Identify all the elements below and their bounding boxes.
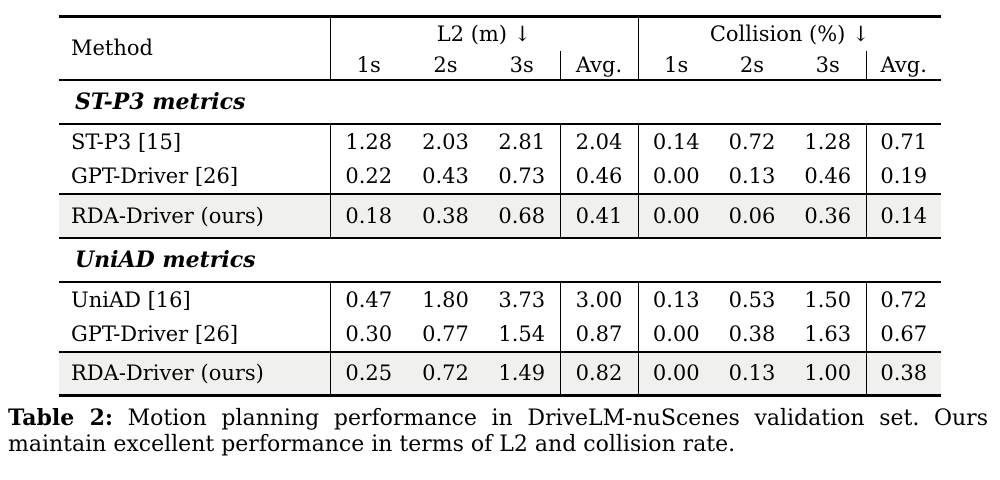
motion-planning-results-table: Method L2 (m) ↓ Collision (%) ↓ 1s 2s 3s… bbox=[59, 15, 941, 397]
subheader-col-2s: 2s bbox=[739, 52, 765, 77]
value-cell-l2-2s: 0.38 bbox=[407, 193, 484, 238]
value-cell-col-avg: 0.72 bbox=[865, 281, 941, 317]
subheader-col-1s: 1s bbox=[637, 50, 714, 80]
table-caption: Table 2: Motion planning performance in … bbox=[8, 405, 988, 458]
value-cell-col-avg: 0.71 bbox=[865, 123, 941, 159]
value-cell-l2-3s: 3.73 bbox=[498, 287, 546, 312]
value-cell-col-avg: 0.38 bbox=[865, 351, 941, 396]
value-cell-l2-3s: 1.49 bbox=[484, 351, 560, 396]
caption-label: Table 2: bbox=[8, 405, 113, 431]
method-cell: GPT-Driver [26] bbox=[71, 163, 239, 188]
results-table-container: Method L2 (m) ↓ Collision (%) ↓ 1s 2s 3s… bbox=[59, 15, 941, 397]
value-cell-l2-2s: 0.43 bbox=[422, 163, 469, 188]
method-cell: RDA-Driver (ours) bbox=[59, 351, 330, 396]
value-cell-l2-1s: 0.47 bbox=[329, 281, 407, 317]
value-cell-l2-3s: 1.54 bbox=[498, 321, 546, 346]
method-cell: RDA-Driver (ours) bbox=[59, 193, 330, 238]
table-row-rda-driver-uniad: RDA-Driver (ours) 0.25 0.72 1.49 0.82 0.… bbox=[59, 351, 941, 396]
value-cell-l2-avg: 3.00 bbox=[559, 281, 638, 317]
value-cell-l2-1s: 0.18 bbox=[329, 193, 407, 238]
caption-line-2: maintain excellent performance in terms … bbox=[8, 432, 736, 457]
value-cell-col-2s: 0.38 bbox=[728, 321, 776, 346]
value-cell-l2-3s: 2.81 bbox=[498, 129, 546, 154]
method-cell: GPT-Driver [26] bbox=[71, 321, 239, 346]
value-cell-col-2s: 0.72 bbox=[728, 129, 776, 154]
subheader-l2-1s: 1s bbox=[329, 50, 407, 80]
value-cell-col-avg: 0.14 bbox=[865, 193, 941, 238]
value-cell-col-1s: 0.13 bbox=[637, 281, 714, 317]
value-cell-l2-avg: 0.82 bbox=[559, 351, 638, 396]
value-cell-l2-1s: 0.30 bbox=[329, 316, 407, 352]
caption-line-1: Table 2: Motion planning performance in … bbox=[8, 405, 988, 432]
header-group-row: Method L2 (m) ↓ Collision (%) ↓ bbox=[59, 16, 941, 60]
caption-text-line1: Motion planning performance in DriveLM-n… bbox=[127, 406, 988, 431]
table-header: Method L2 (m) ↓ Collision (%) ↓ 1s 2s 3s… bbox=[59, 16, 941, 80]
section-header-stp3: ST-P3 metrics bbox=[59, 80, 941, 124]
table-row-gptdriver-uniad: GPT-Driver [26] 0.30 0.77 1.54 0.87 0.00… bbox=[59, 316, 941, 352]
method-cell: ST-P3 [15] bbox=[71, 129, 182, 154]
subheader-col-avg: Avg. bbox=[865, 50, 941, 80]
value-cell-col-3s: 0.46 bbox=[804, 163, 852, 188]
section-title: ST-P3 metrics bbox=[75, 88, 246, 115]
value-cell-l2-avg: 0.41 bbox=[559, 193, 638, 238]
value-cell-col-2s: 0.53 bbox=[728, 287, 776, 312]
value-cell-l2-1s: 0.22 bbox=[329, 158, 407, 194]
table-row-uniad: UniAD [16] 0.47 1.80 3.73 3.00 0.13 0.53… bbox=[59, 281, 941, 317]
value-cell-col-3s: 1.28 bbox=[804, 129, 852, 154]
value-cell-col-avg: 0.67 bbox=[865, 316, 941, 352]
value-cell-col-3s: 1.63 bbox=[804, 321, 852, 346]
section-header-uniad: UniAD metrics bbox=[59, 238, 941, 282]
header-group-l2: L2 (m) ↓ bbox=[329, 16, 638, 51]
subheader-l2-3s: 3s bbox=[509, 52, 534, 77]
value-cell-l2-avg: 2.04 bbox=[559, 123, 638, 159]
table-row-gptdriver-stp3: GPT-Driver [26] 0.22 0.43 0.73 0.46 0.00… bbox=[59, 158, 941, 194]
value-cell-col-2s: 0.06 bbox=[714, 193, 790, 238]
value-cell-col-1s: 0.00 bbox=[637, 351, 714, 396]
value-cell-l2-2s: 1.80 bbox=[422, 287, 469, 312]
value-cell-l2-2s: 0.77 bbox=[422, 321, 469, 346]
value-cell-col-avg: 0.19 bbox=[865, 158, 941, 194]
value-cell-col-1s: 0.00 bbox=[637, 316, 714, 352]
header-group-collision: Collision (%) ↓ bbox=[637, 16, 941, 51]
value-cell-l2-avg: 0.87 bbox=[559, 316, 638, 352]
value-cell-col-3s: 0.36 bbox=[790, 193, 866, 238]
table-row-rda-driver-stp3: RDA-Driver (ours) 0.18 0.38 0.68 0.41 0.… bbox=[59, 193, 941, 238]
value-cell-col-1s: 0.00 bbox=[637, 158, 714, 194]
subheader-l2-2s: 2s bbox=[433, 52, 458, 77]
value-cell-col-1s: 0.00 bbox=[637, 193, 714, 238]
value-cell-l2-1s: 0.25 bbox=[329, 351, 407, 396]
subheader-col-3s: 3s bbox=[815, 52, 840, 77]
subheader-l2-avg: Avg. bbox=[559, 50, 638, 80]
table-row-stp3: ST-P3 [15] 1.28 2.03 2.81 2.04 0.14 0.72… bbox=[59, 123, 941, 159]
value-cell-col-3s: 1.50 bbox=[804, 287, 852, 312]
header-subcolumn-row: 1s 2s 3s Avg. 1s 2s 3s Avg. bbox=[59, 50, 941, 80]
value-cell-col-2s: 0.13 bbox=[728, 163, 776, 188]
value-cell-l2-3s: 0.73 bbox=[498, 163, 546, 188]
value-cell-col-1s: 0.14 bbox=[637, 123, 714, 159]
value-cell-l2-2s: 2.03 bbox=[422, 129, 469, 154]
method-cell: UniAD [16] bbox=[71, 287, 191, 312]
value-cell-l2-avg: 0.46 bbox=[559, 158, 638, 194]
value-cell-l2-3s: 0.68 bbox=[484, 193, 560, 238]
header-method: Method bbox=[71, 36, 153, 61]
value-cell-l2-1s: 1.28 bbox=[329, 123, 407, 159]
section-title: UniAD metrics bbox=[75, 246, 256, 273]
value-cell-col-2s: 0.13 bbox=[714, 351, 790, 396]
value-cell-col-3s: 1.00 bbox=[790, 351, 866, 396]
value-cell-l2-2s: 0.72 bbox=[407, 351, 484, 396]
